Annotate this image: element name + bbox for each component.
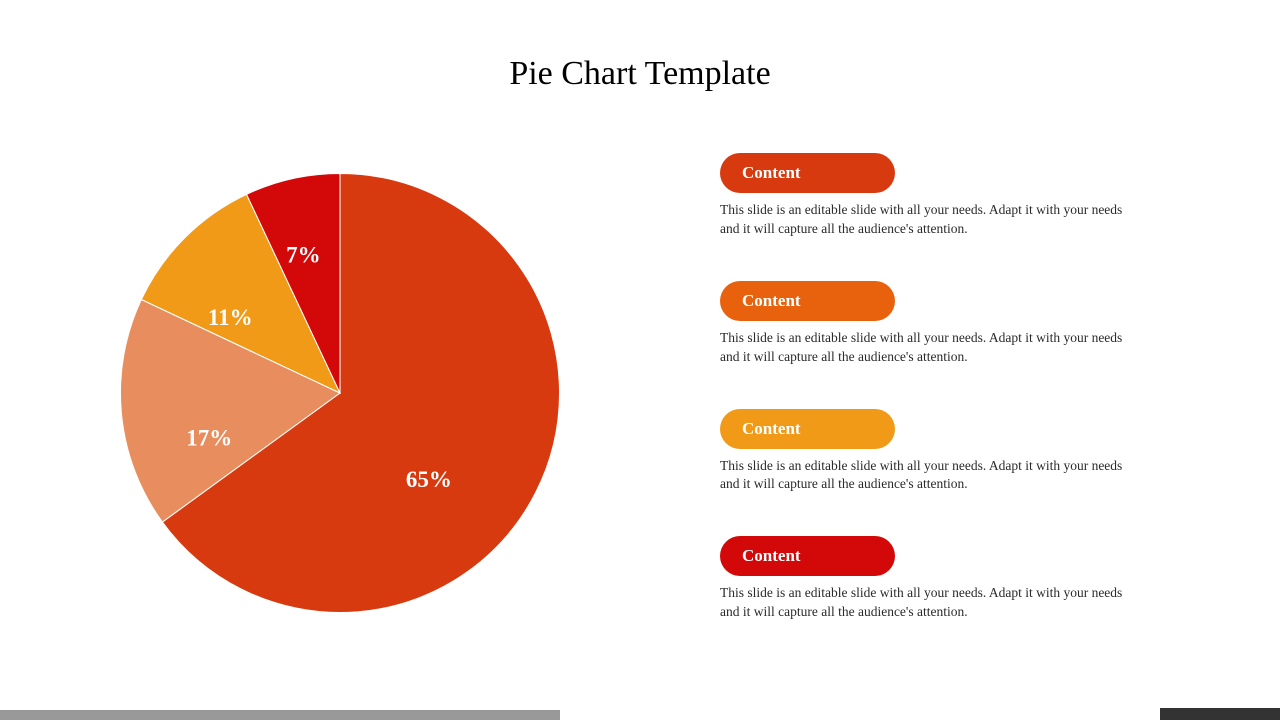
legend-desc: This slide is an editable slide with all… — [720, 457, 1140, 495]
legend-item: Content This slide is an editable slide … — [720, 153, 1200, 239]
content-area: 65% 17% 11% 7% Content This slide is an edi… — [0, 93, 1280, 622]
pie-slice-label: 65% — [406, 467, 452, 492]
legend-pill: Content — [720, 153, 895, 193]
legend-desc: This slide is an editable slide with all… — [720, 201, 1140, 239]
pie-slice-label: 11% — [208, 305, 253, 330]
legend-area: Content This slide is an editable slide … — [600, 133, 1200, 622]
pie-slice-label: 17% — [186, 425, 232, 450]
legend-desc: This slide is an editable slide with all… — [720, 329, 1140, 367]
legend-item: Content This slide is an editable slide … — [720, 409, 1200, 495]
legend-pill: Content — [720, 281, 895, 321]
footer-accent-right — [1160, 708, 1280, 720]
legend-item: Content This slide is an editable slide … — [720, 281, 1200, 367]
legend-pill: Content — [720, 409, 895, 449]
pie-slice-label: 7% — [286, 242, 321, 267]
legend-desc: This slide is an editable slide with all… — [720, 584, 1140, 622]
legend-item: Content This slide is an editable slide … — [720, 536, 1200, 622]
legend-pill: Content — [720, 536, 895, 576]
pie-chart: 65% 17% 11% 7% — [80, 133, 600, 613]
footer-accent-left — [0, 710, 560, 720]
page-title: Pie Chart Template — [0, 0, 1280, 93]
